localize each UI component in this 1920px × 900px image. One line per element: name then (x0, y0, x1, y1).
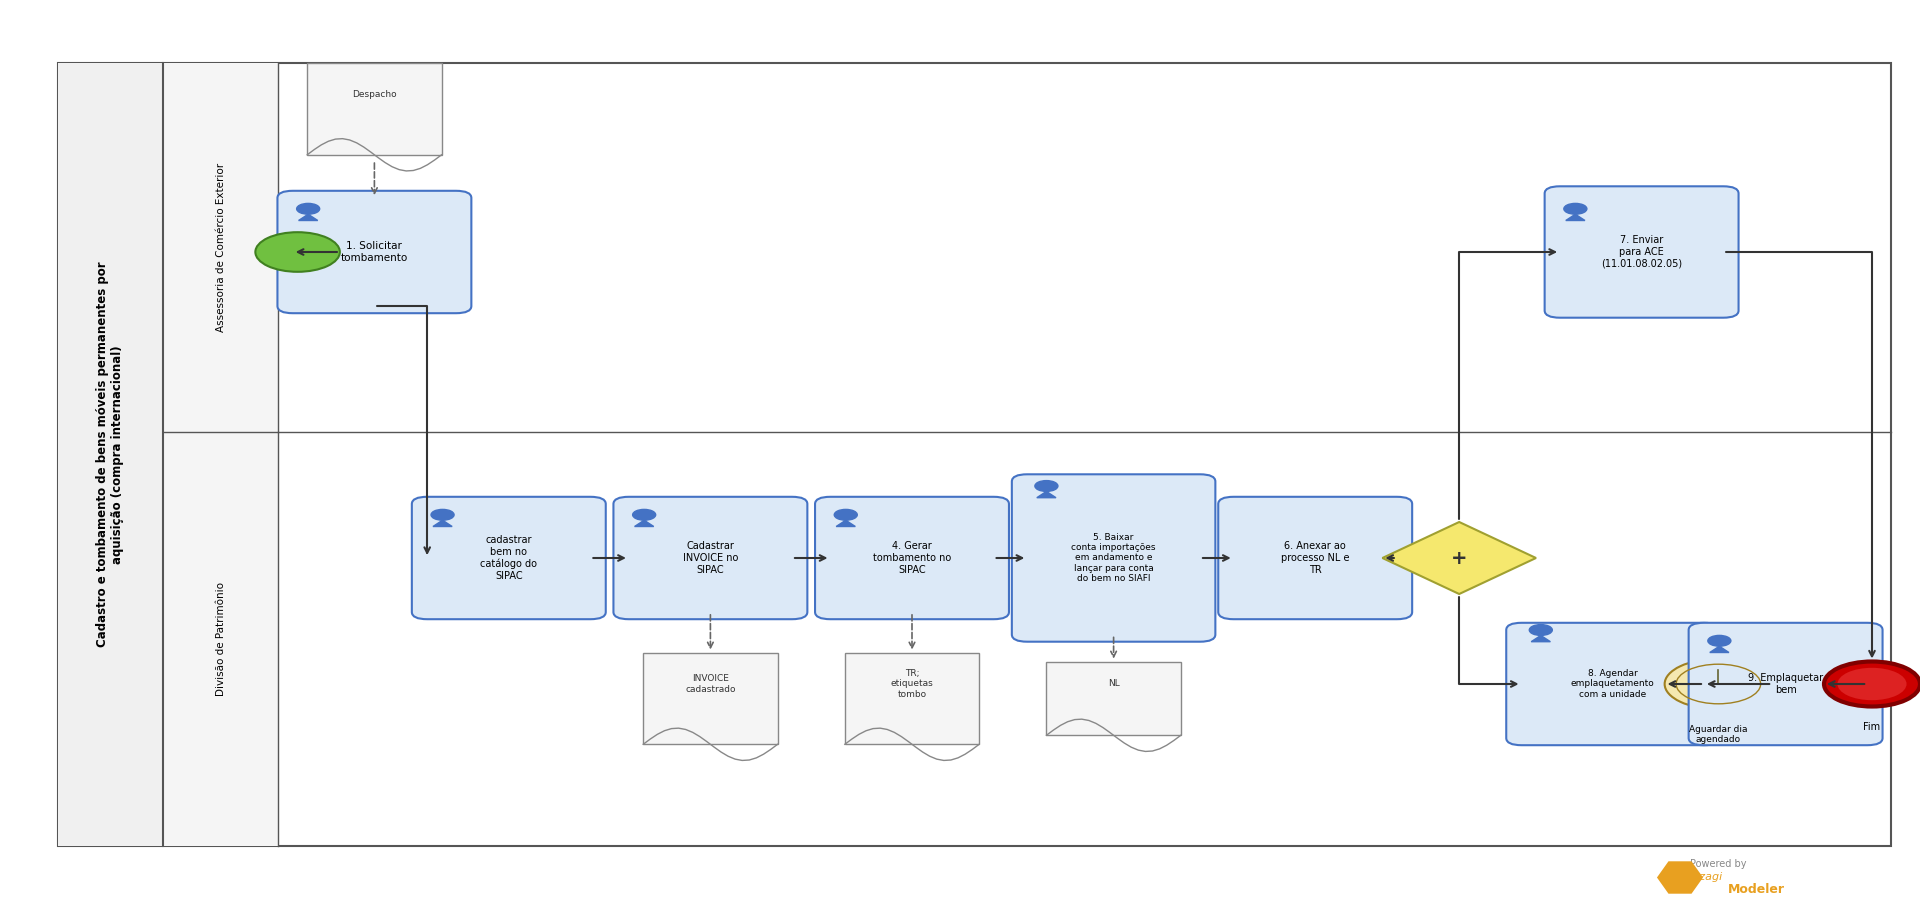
Text: Assessoria de Comércio Exterior: Assessoria de Comércio Exterior (215, 163, 227, 332)
Polygon shape (837, 520, 856, 526)
Circle shape (298, 203, 321, 214)
FancyBboxPatch shape (614, 497, 806, 619)
Circle shape (833, 509, 856, 520)
Polygon shape (1567, 214, 1586, 220)
Text: 9. Emplaquetar
bem: 9. Emplaquetar bem (1747, 673, 1824, 695)
Text: 5. Baixar
conta importações
em andamento e
lançar para conta
do bem no SIAFI: 5. Baixar conta importações em andamento… (1071, 533, 1156, 583)
Text: Fim: Fim (1864, 722, 1880, 732)
Text: 4. Gerar
tombamento no
SIPAC: 4. Gerar tombamento no SIPAC (874, 542, 950, 574)
Text: INVOICE
cadastrado: INVOICE cadastrado (685, 674, 735, 694)
Circle shape (1824, 662, 1920, 706)
Text: Aguardar dia
agendado: Aguardar dia agendado (1690, 724, 1747, 744)
Text: 1. Solicitar
tombamento: 1. Solicitar tombamento (340, 241, 409, 263)
FancyBboxPatch shape (1219, 497, 1413, 619)
Circle shape (634, 509, 657, 520)
Text: 6. Anexar ao
processo NL e
TR: 6. Anexar ao processo NL e TR (1281, 542, 1350, 574)
Polygon shape (1382, 522, 1536, 594)
FancyBboxPatch shape (1544, 186, 1740, 318)
Polygon shape (634, 520, 653, 526)
FancyBboxPatch shape (1505, 623, 1720, 745)
Text: +: + (1452, 548, 1467, 568)
Bar (163, 63, 278, 432)
Polygon shape (1532, 635, 1551, 642)
Polygon shape (1037, 491, 1056, 498)
Text: Divisão de Patrimônio: Divisão de Patrimônio (215, 582, 227, 696)
Text: 7. Enviar
para ACE
(11.01.08.02.05): 7. Enviar para ACE (11.01.08.02.05) (1601, 236, 1682, 268)
Bar (163, 432, 278, 846)
FancyBboxPatch shape (411, 497, 607, 619)
Polygon shape (300, 214, 317, 220)
Bar (307, 63, 442, 155)
Text: Cadastro e tombamento de bens móveis permanentes por
aquisição (compra internaci: Cadastro e tombamento de bens móveis per… (96, 262, 125, 647)
Text: bizagi: bizagi (1690, 872, 1722, 883)
Circle shape (1837, 668, 1907, 700)
Text: TR;
etiquetas
tombo: TR; etiquetas tombo (891, 669, 933, 699)
FancyBboxPatch shape (276, 191, 472, 313)
Text: NL: NL (1108, 680, 1119, 688)
Text: 8. Agendar
emplaquetamento
com a unidade: 8. Agendar emplaquetamento com a unidade (1571, 669, 1655, 699)
Polygon shape (1657, 861, 1703, 894)
Polygon shape (434, 520, 453, 526)
Bar (1046, 662, 1181, 735)
Text: Despacho: Despacho (351, 90, 397, 99)
Bar (58, 63, 1891, 846)
Text: cadastrar
bem no
catálogo do
SIPAC: cadastrar bem no catálogo do SIPAC (480, 536, 538, 580)
Bar (643, 652, 778, 744)
Circle shape (1035, 481, 1058, 491)
Circle shape (430, 509, 453, 520)
Text: Cadastrar
INVOICE no
SIPAC: Cadastrar INVOICE no SIPAC (684, 542, 737, 574)
Polygon shape (1711, 646, 1728, 652)
Circle shape (1709, 635, 1732, 646)
Circle shape (1565, 203, 1586, 214)
Circle shape (1528, 625, 1551, 635)
Circle shape (1665, 659, 1772, 709)
Text: Modeler: Modeler (1728, 883, 1786, 896)
FancyBboxPatch shape (814, 497, 1010, 619)
Bar (58, 63, 163, 846)
FancyBboxPatch shape (1690, 623, 1882, 745)
FancyBboxPatch shape (1012, 474, 1215, 642)
Circle shape (255, 232, 340, 272)
Text: Powered by: Powered by (1690, 859, 1745, 869)
Bar (845, 652, 979, 744)
